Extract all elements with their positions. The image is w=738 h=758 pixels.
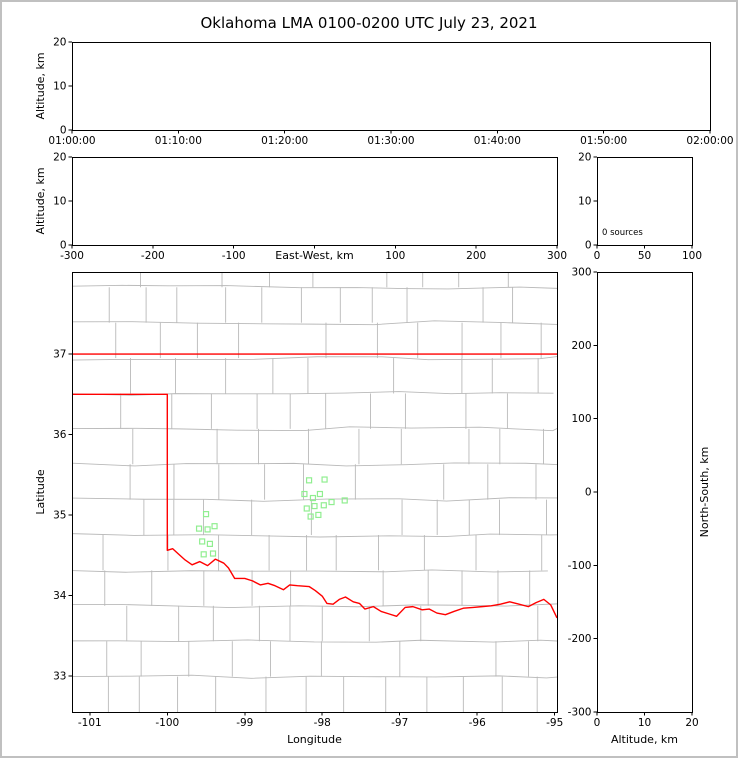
x-tick-label: -101	[78, 717, 102, 729]
x-tick-label: 100	[682, 250, 702, 262]
map-layer	[72, 272, 557, 712]
lma-station-marker	[316, 490, 324, 498]
lma-station-marker	[206, 540, 214, 547]
y-axis-label: Latitude	[34, 469, 47, 515]
lma-station-marker	[195, 525, 203, 532]
y-tick-label: -100	[568, 560, 592, 572]
y-tick-label: 200	[571, 340, 591, 352]
lma-station-marker	[303, 505, 310, 512]
county-line	[72, 284, 557, 290]
county-line	[72, 603, 557, 608]
x-tick-label: 300	[547, 250, 567, 262]
lma-station-marker	[341, 497, 348, 504]
y-tick-label: 36	[53, 429, 67, 441]
y-tick-label: 10	[578, 196, 591, 208]
x-tick-label: -96	[469, 717, 486, 729]
x-tick-label: 20	[685, 717, 698, 729]
x-tick-label: -95	[546, 717, 563, 729]
y-tick-label: 20	[53, 152, 66, 164]
y-tick-label: 0	[60, 240, 67, 252]
time_height_panel-frame	[72, 42, 711, 131]
y-tick-label: 0	[585, 240, 592, 252]
x-tick-label: -200	[141, 250, 165, 262]
x-tick-label: -100	[222, 250, 246, 262]
county-line	[72, 320, 557, 326]
state-border-line	[72, 393, 557, 619]
lma-station-marker	[211, 523, 218, 530]
county-line	[72, 462, 557, 467]
y-tick-label: 37	[53, 349, 66, 361]
x-tick-label: 0	[594, 717, 601, 729]
county-line	[72, 674, 557, 679]
lma-station-marker	[321, 476, 328, 483]
y-tick-label: 35	[53, 509, 66, 521]
lma-station-marker	[320, 502, 327, 509]
x-tick-label: 01:30:00	[367, 135, 414, 147]
y-tick-label: 300	[571, 267, 591, 279]
x-tick-label: 50	[638, 250, 651, 262]
lma-station-marker	[202, 511, 210, 518]
y-tick-label: 20	[578, 152, 591, 164]
sources-count-annotation: 0 sources	[602, 228, 643, 238]
y-axis-label: Altitude, km	[34, 52, 47, 119]
x-tick-label: 10	[638, 717, 651, 729]
lma-station-marker	[209, 550, 217, 557]
x-tick-label: -97	[391, 717, 408, 729]
lma-station-marker	[328, 498, 335, 506]
y-tick-label: 0	[60, 125, 67, 137]
y-tick-label: 0	[585, 487, 592, 499]
east_west_height_panel-frame	[72, 157, 558, 246]
lma-station-marker	[204, 526, 211, 533]
x-tick-label: -300	[60, 250, 84, 262]
lma-station-marker	[311, 502, 318, 510]
y-tick-label: 10	[53, 196, 66, 208]
x-tick-label: 01:50:00	[580, 135, 627, 147]
north_south_height_panel-frame	[597, 272, 693, 713]
lma-station-marker	[305, 477, 313, 484]
x-tick-label: 100	[385, 250, 405, 262]
lma-station-marker	[307, 513, 314, 520]
lma-station-marker	[200, 551, 207, 558]
county-line	[72, 569, 548, 573]
x-axis-label: East-West, km	[275, 249, 353, 262]
x-tick-label: -98	[314, 717, 331, 729]
x-axis-label: Altitude, km	[611, 733, 678, 746]
plan_view_map_panel-frame	[72, 272, 558, 713]
x-tick-label: -99	[236, 717, 253, 729]
y-tick-label: 33	[53, 670, 66, 682]
x-tick-label: 200	[466, 250, 486, 262]
county-line	[72, 533, 557, 538]
x-tick-label: 02:00:00	[686, 135, 733, 147]
lma-station-marker	[199, 538, 206, 545]
x-tick-label: 01:20:00	[261, 135, 308, 147]
lma-station-marker	[309, 494, 317, 502]
x-tick-label: 01:40:00	[474, 135, 521, 147]
county-line	[72, 426, 557, 432]
county-line	[72, 497, 557, 502]
plot-title: Oklahoma LMA 0100-0200 UTC July 23, 2021	[200, 14, 538, 32]
y-tick-label: 100	[571, 413, 591, 425]
x-tick-label: 0	[594, 250, 601, 262]
x-tick-label: -100	[155, 717, 179, 729]
y-axis-label: Altitude, km	[34, 167, 47, 234]
y-tick-label: 20	[53, 37, 66, 49]
x-tick-label: 01:10:00	[155, 135, 202, 147]
x-axis-label: Longitude	[287, 733, 342, 746]
lma-station-marker	[315, 511, 322, 519]
county-line	[72, 356, 557, 361]
y-axis-label: North-South, km	[698, 447, 711, 538]
y-tick-label: -200	[568, 633, 592, 645]
y-tick-label: 34	[53, 590, 67, 602]
y-tick-label: -300	[568, 707, 592, 719]
y-tick-label: 10	[53, 81, 66, 93]
lma-station-marker	[301, 490, 308, 498]
county-line	[72, 639, 557, 643]
x-tick-label: 01:00:00	[48, 135, 95, 147]
